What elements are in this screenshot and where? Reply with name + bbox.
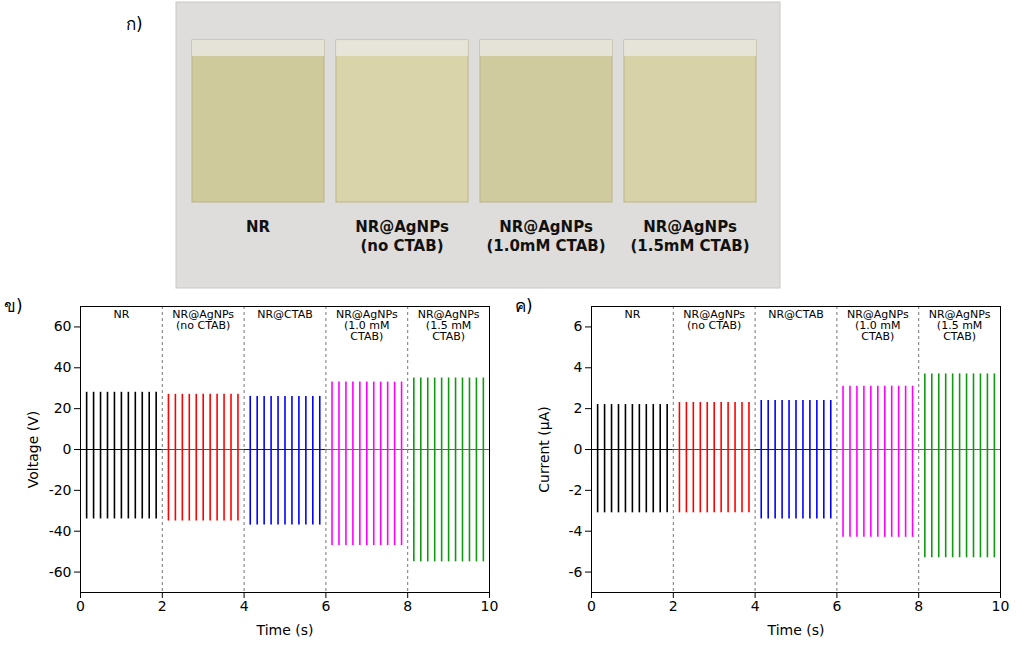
svg-text:NR@AgNPs(1.5mM CTAB): NR@AgNPs(1.5mM CTAB)	[630, 218, 749, 255]
html-text:ข): ข)	[4, 296, 23, 316]
svg-text:Voltage (V): Voltage (V)	[25, 411, 41, 488]
svg-text:2: 2	[158, 598, 167, 614]
svg-text:2: 2	[574, 400, 583, 416]
svg-text:NR@AgNPs(1.0 mMCTAB): NR@AgNPs(1.0 mMCTAB)	[336, 308, 398, 343]
svg-text:40: 40	[54, 359, 72, 375]
svg-text:10: 10	[992, 598, 1010, 614]
svg-text:NR@AgNPs(1.0 mMCTAB): NR@AgNPs(1.0 mMCTAB)	[847, 308, 909, 343]
svg-text:20: 20	[54, 400, 72, 416]
html-text:ค): ค)	[515, 296, 533, 316]
svg-text:-60: -60	[49, 564, 72, 580]
svg-text:-4: -4	[569, 523, 583, 539]
svg-text:8: 8	[403, 598, 412, 614]
svg-text:6: 6	[574, 318, 583, 334]
svg-text:NR@AgNPs(no CTAB): NR@AgNPs(no CTAB)	[172, 308, 234, 332]
svg-text:NR@AgNPs(1.0mM CTAB): NR@AgNPs(1.0mM CTAB)	[486, 218, 605, 255]
svg-text:-6: -6	[569, 564, 583, 580]
svg-text:8: 8	[914, 598, 923, 614]
svg-text:0: 0	[587, 598, 596, 614]
svg-text:6: 6	[832, 598, 841, 614]
svg-text:4: 4	[751, 598, 760, 614]
svg-text:-20: -20	[49, 482, 72, 498]
svg-text:Current (µA): Current (µA)	[536, 406, 552, 492]
svg-text:0: 0	[63, 441, 72, 457]
svg-text:0: 0	[574, 441, 583, 457]
svg-text:60: 60	[54, 318, 72, 334]
svg-text:6: 6	[321, 598, 330, 614]
svg-text:NR: NR	[113, 308, 129, 321]
svg-text:ก): ก)	[126, 14, 143, 34]
svg-text:2: 2	[669, 598, 678, 614]
svg-text:NR@AgNPs(no CTAB): NR@AgNPs(no CTAB)	[355, 218, 449, 255]
svg-text:4: 4	[240, 598, 249, 614]
svg-text:NR@AgNPs(1.5 mMCTAB): NR@AgNPs(1.5 mMCTAB)	[418, 308, 480, 343]
svg-text:Time (s): Time (s)	[767, 622, 825, 638]
svg-text:NR@CTAB: NR@CTAB	[768, 308, 824, 321]
svg-text:Time (s): Time (s)	[256, 622, 314, 638]
svg-text:NR@AgNPs(1.5 mMCTAB): NR@AgNPs(1.5 mMCTAB)	[929, 308, 991, 343]
svg-text:NR@AgNPs(no CTAB): NR@AgNPs(no CTAB)	[683, 308, 745, 332]
svg-text:NR@CTAB: NR@CTAB	[257, 308, 313, 321]
svg-text:-40: -40	[49, 523, 72, 539]
svg-text:10: 10	[481, 598, 499, 614]
svg-text:-2: -2	[569, 482, 583, 498]
svg-text:NR: NR	[624, 308, 640, 321]
svg-text:4: 4	[574, 359, 583, 375]
svg-text:0: 0	[76, 598, 85, 614]
svg-text:NR: NR	[246, 218, 271, 236]
